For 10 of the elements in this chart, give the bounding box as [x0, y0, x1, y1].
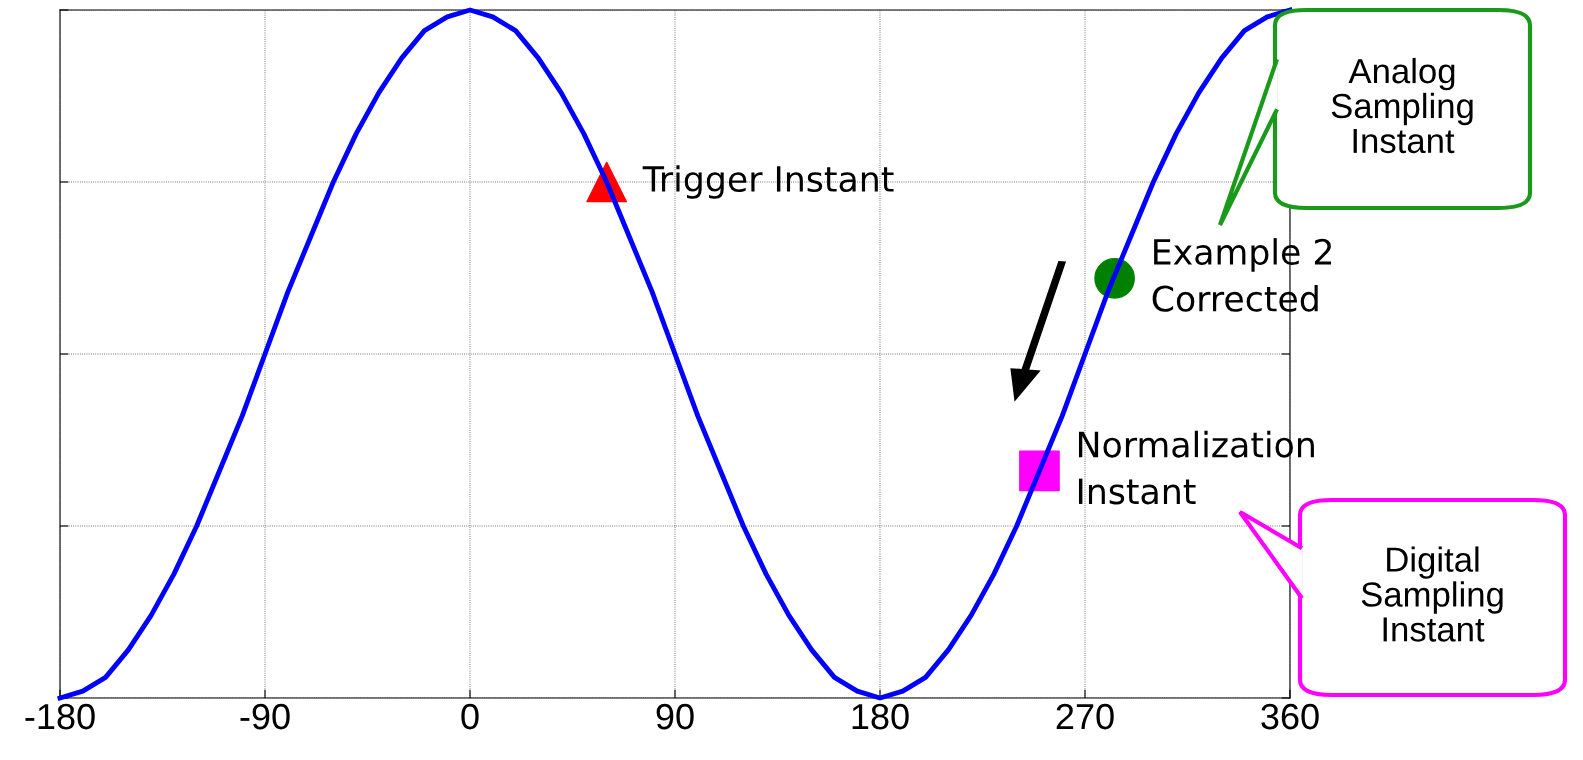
text: Analog Sampling Instant [1331, 57, 1473, 154]
annotation: Trigger Instant [642, 165, 894, 199]
x-tick-label: 270 [1056, 703, 1114, 730]
x-tick-label: 90 [656, 703, 694, 730]
x-tick-label: 180 [852, 703, 909, 730]
x-tick-label: 360 [1261, 703, 1319, 730]
x-tick-label: -180 [25, 703, 95, 730]
text: Digital Sampling Instant [1361, 546, 1503, 642]
x-tick-label: -90 [240, 703, 290, 730]
x-tick-label: 0 [461, 703, 479, 730]
